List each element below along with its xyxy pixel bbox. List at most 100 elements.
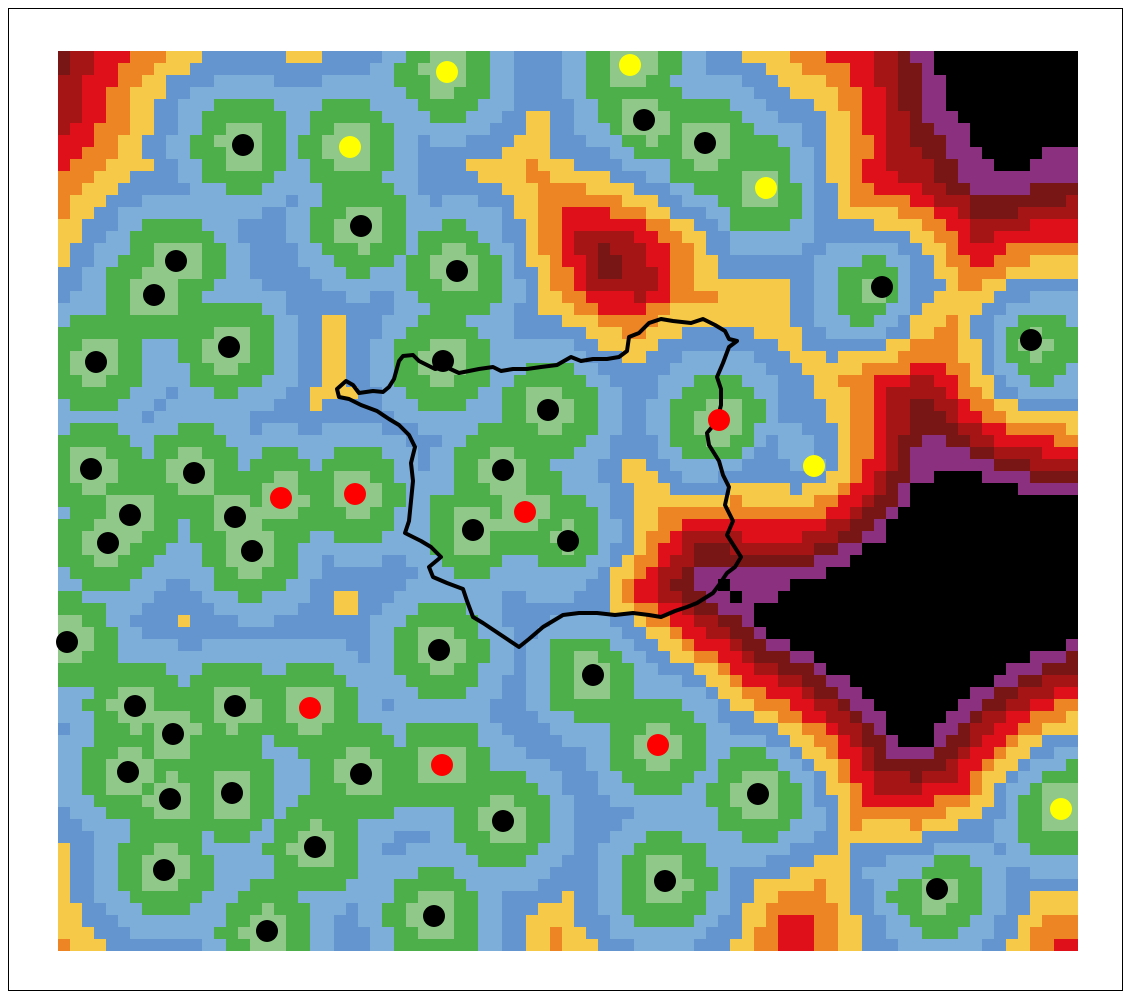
heatmap-cell bbox=[850, 339, 862, 351]
heatmap-cell bbox=[406, 699, 418, 711]
heatmap-cell bbox=[550, 687, 562, 699]
heatmap-cell bbox=[490, 207, 502, 219]
heatmap-cell bbox=[982, 303, 994, 315]
heatmap-cell bbox=[190, 615, 202, 627]
heatmap-cell bbox=[226, 447, 238, 459]
heatmap-cell bbox=[514, 207, 526, 219]
heatmap-cell bbox=[958, 339, 970, 351]
heatmap-cell bbox=[634, 279, 646, 291]
heatmap-cell bbox=[154, 75, 166, 87]
heatmap-cell bbox=[598, 651, 610, 663]
heatmap-cell bbox=[1006, 639, 1018, 651]
heatmap-cell bbox=[634, 399, 646, 411]
heatmap-cell bbox=[670, 471, 682, 483]
heatmap-cell bbox=[562, 303, 574, 315]
heatmap-cell bbox=[262, 615, 274, 627]
heatmap-cell bbox=[178, 663, 190, 675]
heatmap-cell bbox=[1030, 699, 1042, 711]
heatmap-cell bbox=[190, 447, 202, 459]
heatmap-cell bbox=[766, 207, 778, 219]
heatmap-cell bbox=[502, 747, 514, 759]
heatmap-cell bbox=[130, 555, 142, 567]
heatmap-cell bbox=[1018, 267, 1030, 279]
heatmap-cell bbox=[418, 483, 430, 495]
heatmap-cell bbox=[214, 51, 226, 63]
heatmap-cell bbox=[202, 87, 214, 99]
heatmap-cell bbox=[982, 651, 994, 663]
heatmap-cell bbox=[526, 327, 538, 339]
heatmap-cell bbox=[442, 519, 454, 531]
heatmap-cell bbox=[1042, 195, 1054, 207]
heatmap-cell bbox=[814, 519, 826, 531]
heatmap-cell bbox=[142, 351, 154, 363]
heatmap-cell bbox=[202, 675, 214, 687]
heatmap-cell bbox=[1054, 495, 1066, 507]
heatmap-cell bbox=[214, 723, 226, 735]
heatmap-cell bbox=[958, 735, 970, 747]
heatmap-cell bbox=[238, 723, 250, 735]
heatmap-cell bbox=[742, 255, 754, 267]
heatmap-cell bbox=[982, 567, 994, 579]
heatmap-cell bbox=[742, 603, 754, 615]
heatmap-cell bbox=[874, 519, 886, 531]
heatmap-cell bbox=[574, 375, 586, 387]
heatmap-cell bbox=[682, 711, 694, 723]
heatmap-cell bbox=[874, 159, 886, 171]
heatmap-cell bbox=[586, 339, 598, 351]
heatmap-cell bbox=[1006, 231, 1018, 243]
heatmap-cell bbox=[946, 459, 958, 471]
heatmap-cell bbox=[862, 99, 874, 111]
heatmap-cell bbox=[646, 471, 658, 483]
heatmap-cell bbox=[1066, 315, 1078, 327]
heatmap-cell bbox=[358, 351, 370, 363]
heatmap-cell bbox=[406, 51, 418, 63]
heatmap-cell bbox=[514, 87, 526, 99]
heatmap-cell bbox=[778, 603, 790, 615]
heatmap-cell bbox=[778, 327, 790, 339]
heatmap-cell bbox=[634, 423, 646, 435]
heatmap-cell bbox=[838, 51, 850, 63]
heatmap-cell bbox=[982, 519, 994, 531]
heatmap-cell bbox=[82, 567, 94, 579]
heatmap-cell bbox=[238, 591, 250, 603]
heatmap-cell bbox=[790, 579, 802, 591]
heatmap-cell bbox=[982, 435, 994, 447]
heatmap-cell bbox=[406, 291, 418, 303]
heatmap-cell bbox=[754, 159, 766, 171]
heatmap-cell bbox=[694, 663, 706, 675]
heatmap-cell bbox=[670, 735, 682, 747]
heatmap-cell bbox=[706, 255, 718, 267]
heatmap-cell bbox=[70, 507, 82, 519]
heatmap-cell bbox=[922, 723, 934, 735]
heatmap-cell bbox=[754, 399, 766, 411]
heatmap-cell bbox=[994, 231, 1006, 243]
heatmap-cell bbox=[1066, 723, 1078, 735]
heatmap-cell bbox=[610, 699, 622, 711]
heatmap-cell bbox=[298, 63, 310, 75]
heatmap-cell bbox=[106, 639, 118, 651]
heatmap-cell bbox=[166, 459, 178, 471]
heatmap-cell bbox=[550, 591, 562, 603]
heatmap-cell bbox=[814, 411, 826, 423]
heatmap-cell bbox=[838, 531, 850, 543]
heatmap-cell bbox=[526, 183, 538, 195]
heatmap-cell bbox=[658, 375, 670, 387]
heatmap-cell bbox=[898, 663, 910, 675]
heatmap-cell bbox=[958, 255, 970, 267]
heatmap-cell bbox=[1018, 435, 1030, 447]
heatmap-cell bbox=[466, 63, 478, 75]
heatmap-cell bbox=[814, 207, 826, 219]
heatmap-cell bbox=[370, 423, 382, 435]
heatmap-cell bbox=[118, 483, 130, 495]
heatmap-cell bbox=[646, 183, 658, 195]
heatmap-cell bbox=[658, 159, 670, 171]
heatmap-cell bbox=[202, 231, 214, 243]
heatmap-cell bbox=[262, 147, 274, 159]
heatmap-cell bbox=[298, 291, 310, 303]
heatmap-cell bbox=[970, 531, 982, 543]
heatmap-cell bbox=[418, 159, 430, 171]
heatmap-cell bbox=[382, 399, 394, 411]
heatmap-cell bbox=[730, 375, 742, 387]
heatmap-cell bbox=[862, 339, 874, 351]
heatmap-cell bbox=[790, 459, 802, 471]
